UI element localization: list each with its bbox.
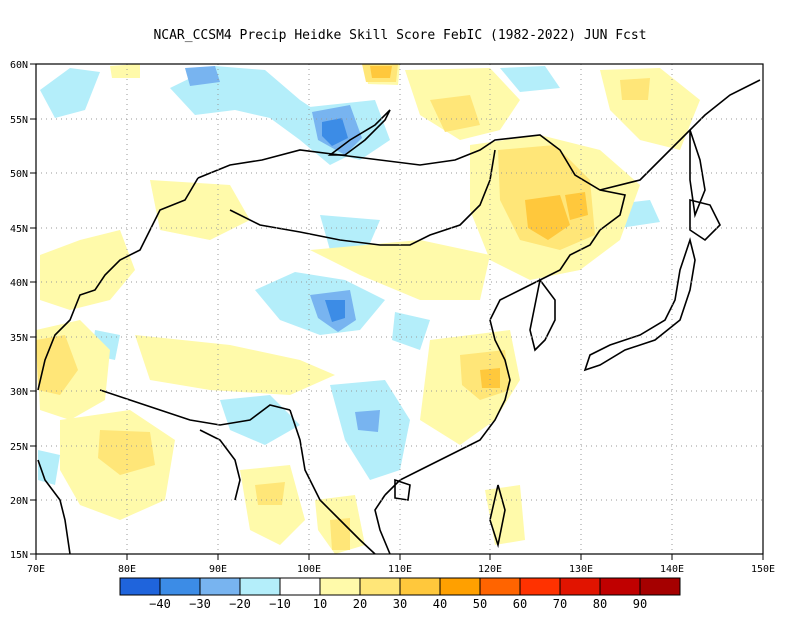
border-mongolia-south [229, 149, 496, 246]
shade-neg-10 [40, 68, 100, 118]
lat-label: 40N [10, 278, 28, 289]
lon-label: 150E [751, 564, 775, 575]
lat-label: 60N [10, 60, 28, 71]
lat-label: 15N [10, 550, 28, 561]
colorbar-swatch [159, 577, 201, 596]
colorbar-swatch [599, 577, 641, 596]
coastlines-borders [37, 79, 761, 554]
colorbar-swatch [519, 577, 561, 596]
indochina [289, 409, 376, 554]
taiwan [489, 484, 506, 549]
colorbar-label: −30 [189, 597, 211, 611]
himalaya [99, 389, 291, 426]
japan-hokkaido [689, 198, 721, 242]
shade-pos-20 [255, 482, 285, 505]
colorbar-swatch [119, 577, 161, 596]
colorbar-swatch [319, 577, 361, 596]
colorbar [119, 577, 681, 596]
shade-pos-10 [150, 180, 250, 240]
lat-label: 55N [10, 115, 28, 126]
shade-pos-10 [110, 64, 140, 78]
shade-pos-20 [98, 430, 155, 475]
shade-neg-10 [220, 395, 300, 445]
colorbar-swatch [639, 577, 681, 596]
lat-labels: 60N 55N 50N 45N 40N 35N 30N 25N 20N 15N [10, 60, 28, 561]
skill-shading [36, 64, 700, 554]
shade-neg-20 [355, 410, 380, 432]
colorbar-label: 20 [353, 597, 367, 611]
colorbar-label: −40 [149, 597, 171, 611]
colorbar-label: 70 [553, 597, 567, 611]
gridlines [36, 64, 763, 554]
colorbar-swatch [479, 577, 521, 596]
shade-neg-10 [500, 66, 560, 92]
shade-pos-10 [135, 335, 335, 395]
lat-label: 35N [10, 333, 28, 344]
colorbar-label: 10 [313, 597, 327, 611]
colorbar-labels: −40 −30 −20 −10 10 20 30 40 50 60 70 80 … [149, 597, 647, 611]
russia-coast [599, 79, 761, 191]
lon-label: 130E [569, 564, 593, 575]
lake-baikal [327, 109, 391, 156]
bay-bengal [199, 429, 241, 501]
shade-pos-10 [600, 68, 700, 150]
korea [529, 278, 556, 352]
shade-pos-10 [40, 230, 135, 310]
shade-pos-20 [430, 95, 480, 132]
colorbar-swatch [279, 577, 321, 596]
colorbar-label: 50 [473, 597, 487, 611]
colorbar-swatch [399, 577, 441, 596]
lon-label: 100E [297, 564, 321, 575]
shade-neg-20 [185, 66, 220, 86]
colorbar-swatch [199, 577, 241, 596]
shade-pos-20 [330, 518, 350, 550]
hainan [394, 478, 411, 501]
shade-pos-20 [36, 335, 78, 395]
colorbar-label: 90 [633, 597, 647, 611]
coast-china [384, 229, 601, 496]
colorbar-swatch [359, 577, 401, 596]
lat-label: 20N [10, 496, 28, 507]
lat-label: 25N [10, 442, 28, 453]
colorbar-label: 30 [393, 597, 407, 611]
sakhalin [689, 129, 706, 219]
shade-pos-20 [620, 78, 650, 100]
colorbar-swatch [559, 577, 601, 596]
shade-neg-30 [325, 300, 345, 322]
lon-label: 140E [660, 564, 684, 575]
colorbar-label: −20 [229, 597, 251, 611]
border-north [197, 134, 626, 231]
shade-neg-10 [392, 312, 430, 350]
lon-label: 70E [27, 564, 45, 575]
indochina-east [374, 494, 391, 554]
shade-pos-30 [370, 66, 392, 78]
colorbar-label: 60 [513, 597, 527, 611]
lat-label: 30N [10, 387, 28, 398]
shade-pos-30 [480, 368, 500, 388]
lon-label: 110E [388, 564, 412, 575]
shade-pos-30 [565, 192, 588, 220]
lon-label: 80E [118, 564, 136, 575]
japan-honshu [583, 237, 696, 372]
lat-label: 50N [10, 169, 28, 180]
colorbar-label: 40 [433, 597, 447, 611]
axis-ticks [30, 63, 764, 560]
colorbar-swatch [239, 577, 281, 596]
india-coast [37, 459, 71, 554]
shade-neg-10 [170, 66, 360, 165]
colorbar-swatch [439, 577, 481, 596]
lat-label: 45N [10, 224, 28, 235]
colorbar-label: −10 [269, 597, 291, 611]
colorbar-label: 80 [593, 597, 607, 611]
lon-labels: 70E 80E 90E 100E 110E 120E 130E 140E 150… [27, 564, 775, 575]
lon-label: 90E [209, 564, 227, 575]
map-title: NCAR_CCSM4 Precip Heidke Skill Score Feb… [153, 28, 647, 43]
shade-neg-30 [322, 118, 348, 146]
lon-label: 120E [478, 564, 502, 575]
border-west [37, 177, 199, 391]
shade-pos-30 [525, 195, 570, 240]
